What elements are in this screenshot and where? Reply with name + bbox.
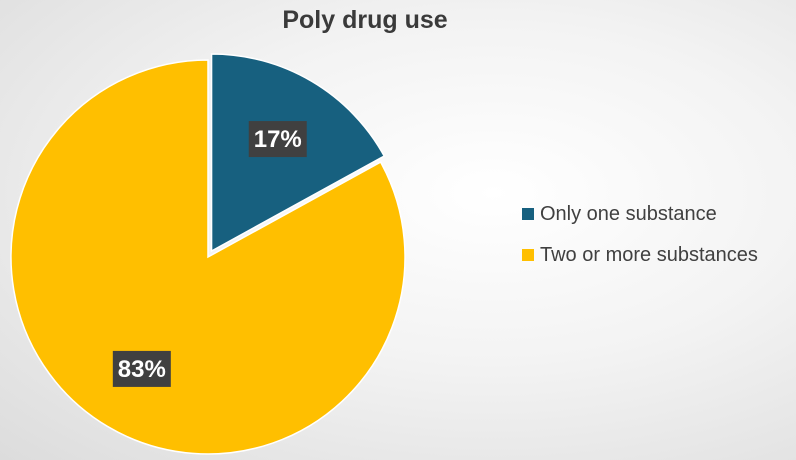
data-label-text-only-one-substance: 17% (254, 126, 302, 153)
data-label-only-one-substance: 17% (248, 121, 307, 158)
legend-label-two-or-more-substances: Two or more substances (540, 243, 758, 266)
data-label-box-two-or-more-substances (112, 350, 171, 387)
legend: Only one substance Two or more substance… (522, 202, 794, 284)
legend-swatch-only-one-substance (522, 208, 534, 220)
chart-title: Poly drug use (282, 6, 448, 34)
legend-label-only-one-substance: Only one substance (540, 202, 717, 225)
legend-item-two-or-more-substances: Two or more substances (522, 243, 794, 267)
data-label-text-two-or-more-substances: 83% (118, 356, 166, 383)
data-label-two-or-more-substances: 83% (112, 350, 171, 387)
legend-item-only-one-substance: Only one substance (522, 202, 794, 226)
legend-swatch-two-or-more-substances (522, 249, 534, 261)
data-label-box-only-one-substance (248, 121, 307, 158)
pie-slice-two-or-more-substances (10, 59, 406, 455)
